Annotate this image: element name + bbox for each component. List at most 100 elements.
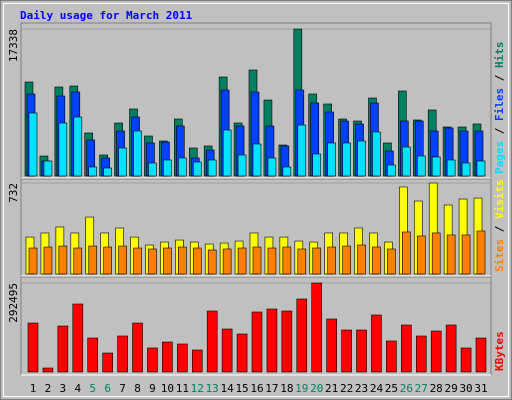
bar xyxy=(206,310,218,373)
x-tick-label: 5 xyxy=(89,382,96,395)
bar xyxy=(103,246,112,275)
bar xyxy=(461,162,471,177)
bar xyxy=(177,343,188,373)
bar xyxy=(162,341,173,373)
legend-entry: Hits xyxy=(493,42,506,69)
bar xyxy=(236,333,248,373)
legend-entry: Sites xyxy=(493,239,506,272)
bar xyxy=(102,352,113,373)
bar xyxy=(266,308,278,373)
legend-entry: Files xyxy=(493,88,506,121)
bar xyxy=(445,324,457,373)
bar xyxy=(282,246,292,275)
bar xyxy=(88,245,98,275)
chart-title: Daily usage for March 2011 xyxy=(20,9,193,22)
bar xyxy=(251,311,263,373)
bar xyxy=(118,245,127,275)
x-tick-label: 23 xyxy=(355,382,368,395)
bar xyxy=(460,347,472,373)
bar xyxy=(28,112,38,177)
bar xyxy=(27,322,39,373)
x-tick-label: 13 xyxy=(206,382,219,395)
x-tick-label: 27 xyxy=(415,382,428,395)
bar xyxy=(57,325,69,373)
bar xyxy=(267,247,277,275)
bar xyxy=(387,248,396,275)
bar xyxy=(178,157,187,177)
bar xyxy=(163,159,172,177)
bar xyxy=(207,249,217,275)
x-tick-label: 28 xyxy=(430,382,443,395)
y-tick-label: 292495 xyxy=(7,283,20,323)
x-tick-label: 1 xyxy=(30,382,37,395)
legend-entry: Visits xyxy=(493,179,506,219)
bar xyxy=(386,340,397,373)
bar xyxy=(267,157,277,177)
bar xyxy=(58,122,68,177)
x-tick-label: 12 xyxy=(191,382,204,395)
legend-separator: / xyxy=(493,219,506,239)
x-tick-label: 24 xyxy=(370,382,384,395)
bar xyxy=(148,248,157,275)
x-tick-label: 17 xyxy=(265,382,278,395)
x-tick-label: 9 xyxy=(149,382,156,395)
x-tick-label: 8 xyxy=(134,382,141,395)
bar xyxy=(446,234,456,275)
bar xyxy=(326,318,337,373)
bar xyxy=(73,247,83,275)
x-tick-label: 15 xyxy=(235,382,248,395)
bar xyxy=(312,247,322,275)
x-tick-label: 19 xyxy=(295,382,308,395)
bar xyxy=(43,246,53,275)
bar xyxy=(252,143,262,177)
legend-entry: KBytes xyxy=(493,331,506,371)
bar xyxy=(117,335,128,373)
bar xyxy=(237,247,247,275)
x-tick-label: 7 xyxy=(119,382,126,395)
bar xyxy=(252,246,262,275)
bar xyxy=(431,232,441,275)
bar xyxy=(476,230,486,275)
x-tick-label: 20 xyxy=(310,382,323,395)
bar xyxy=(222,248,232,275)
bar xyxy=(222,129,232,177)
bar xyxy=(402,231,411,275)
x-tick-label: 30 xyxy=(459,382,472,395)
bar xyxy=(371,314,382,373)
y-tick-label: 732 xyxy=(7,183,20,203)
x-tick-label: 14 xyxy=(221,382,235,395)
bar xyxy=(476,160,486,177)
bar xyxy=(372,131,381,177)
bar xyxy=(297,248,307,275)
legend: Pages / Files / Hits xyxy=(493,42,506,175)
x-tick-label: 16 xyxy=(250,382,263,395)
bar xyxy=(87,337,99,373)
bar xyxy=(341,329,352,373)
x-tick-label: 29 xyxy=(445,382,458,395)
bar xyxy=(281,310,293,373)
bar xyxy=(237,154,247,177)
x-tick-label: 2 xyxy=(45,382,52,395)
bar xyxy=(103,167,112,177)
x-tick-label: 18 xyxy=(280,382,293,395)
x-tick-label: 22 xyxy=(340,382,353,395)
legend-entry: Pages xyxy=(493,141,506,174)
bar xyxy=(297,124,307,177)
legend-separator: / xyxy=(493,68,506,88)
bar xyxy=(357,140,366,177)
bar xyxy=(415,335,427,373)
bar xyxy=(387,164,396,177)
bar xyxy=(342,142,351,177)
bar xyxy=(372,246,381,275)
bar xyxy=(43,160,53,177)
x-tick-label: 25 xyxy=(385,382,398,395)
x-tick-label: 31 xyxy=(474,382,487,395)
bar xyxy=(221,328,233,373)
frame xyxy=(3,3,509,397)
bar xyxy=(73,116,83,177)
bar xyxy=(132,322,143,373)
bar xyxy=(402,146,411,177)
bar xyxy=(401,324,412,373)
bar xyxy=(133,247,142,275)
